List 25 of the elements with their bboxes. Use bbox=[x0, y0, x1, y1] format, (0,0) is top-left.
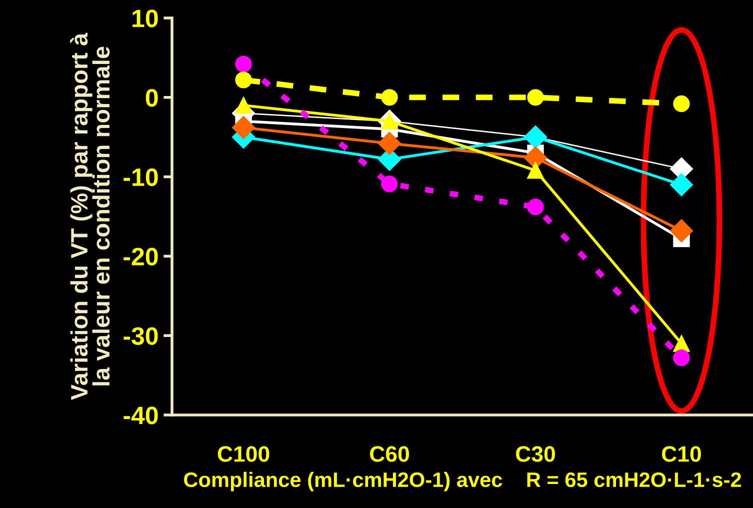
point bbox=[670, 173, 693, 196]
x-tick-label: C100 bbox=[218, 446, 270, 462]
point bbox=[527, 89, 544, 106]
y-tick-label: -30 bbox=[124, 327, 158, 345]
x-tick-label: C60 bbox=[370, 446, 409, 462]
point bbox=[527, 162, 544, 179]
point bbox=[235, 56, 252, 72]
y-tick-label: -10 bbox=[124, 168, 158, 186]
point bbox=[670, 219, 693, 242]
point bbox=[235, 72, 252, 88]
point bbox=[381, 176, 398, 192]
y-axis-title: Variation du VT (%) par rapport à la valeur en condition normale bbox=[70, 32, 110, 400]
point bbox=[381, 89, 398, 106]
y-tick-label: 0 bbox=[146, 89, 158, 107]
y-tick-label: 10 bbox=[132, 10, 158, 28]
point bbox=[381, 112, 398, 130]
x-tick-label: C10 bbox=[662, 446, 701, 462]
point bbox=[378, 132, 402, 155]
point bbox=[673, 350, 690, 366]
point bbox=[527, 198, 544, 216]
x-axis-title: Compliance (mL·cmH2O-1) avec R = 65 cmH2O·L-1·s-2 bbox=[184, 472, 741, 492]
x-tick-label: C30 bbox=[516, 446, 555, 462]
point bbox=[673, 95, 690, 112]
y-tick-label: -40 bbox=[124, 406, 158, 424]
y-tick-label: -20 bbox=[124, 248, 158, 266]
